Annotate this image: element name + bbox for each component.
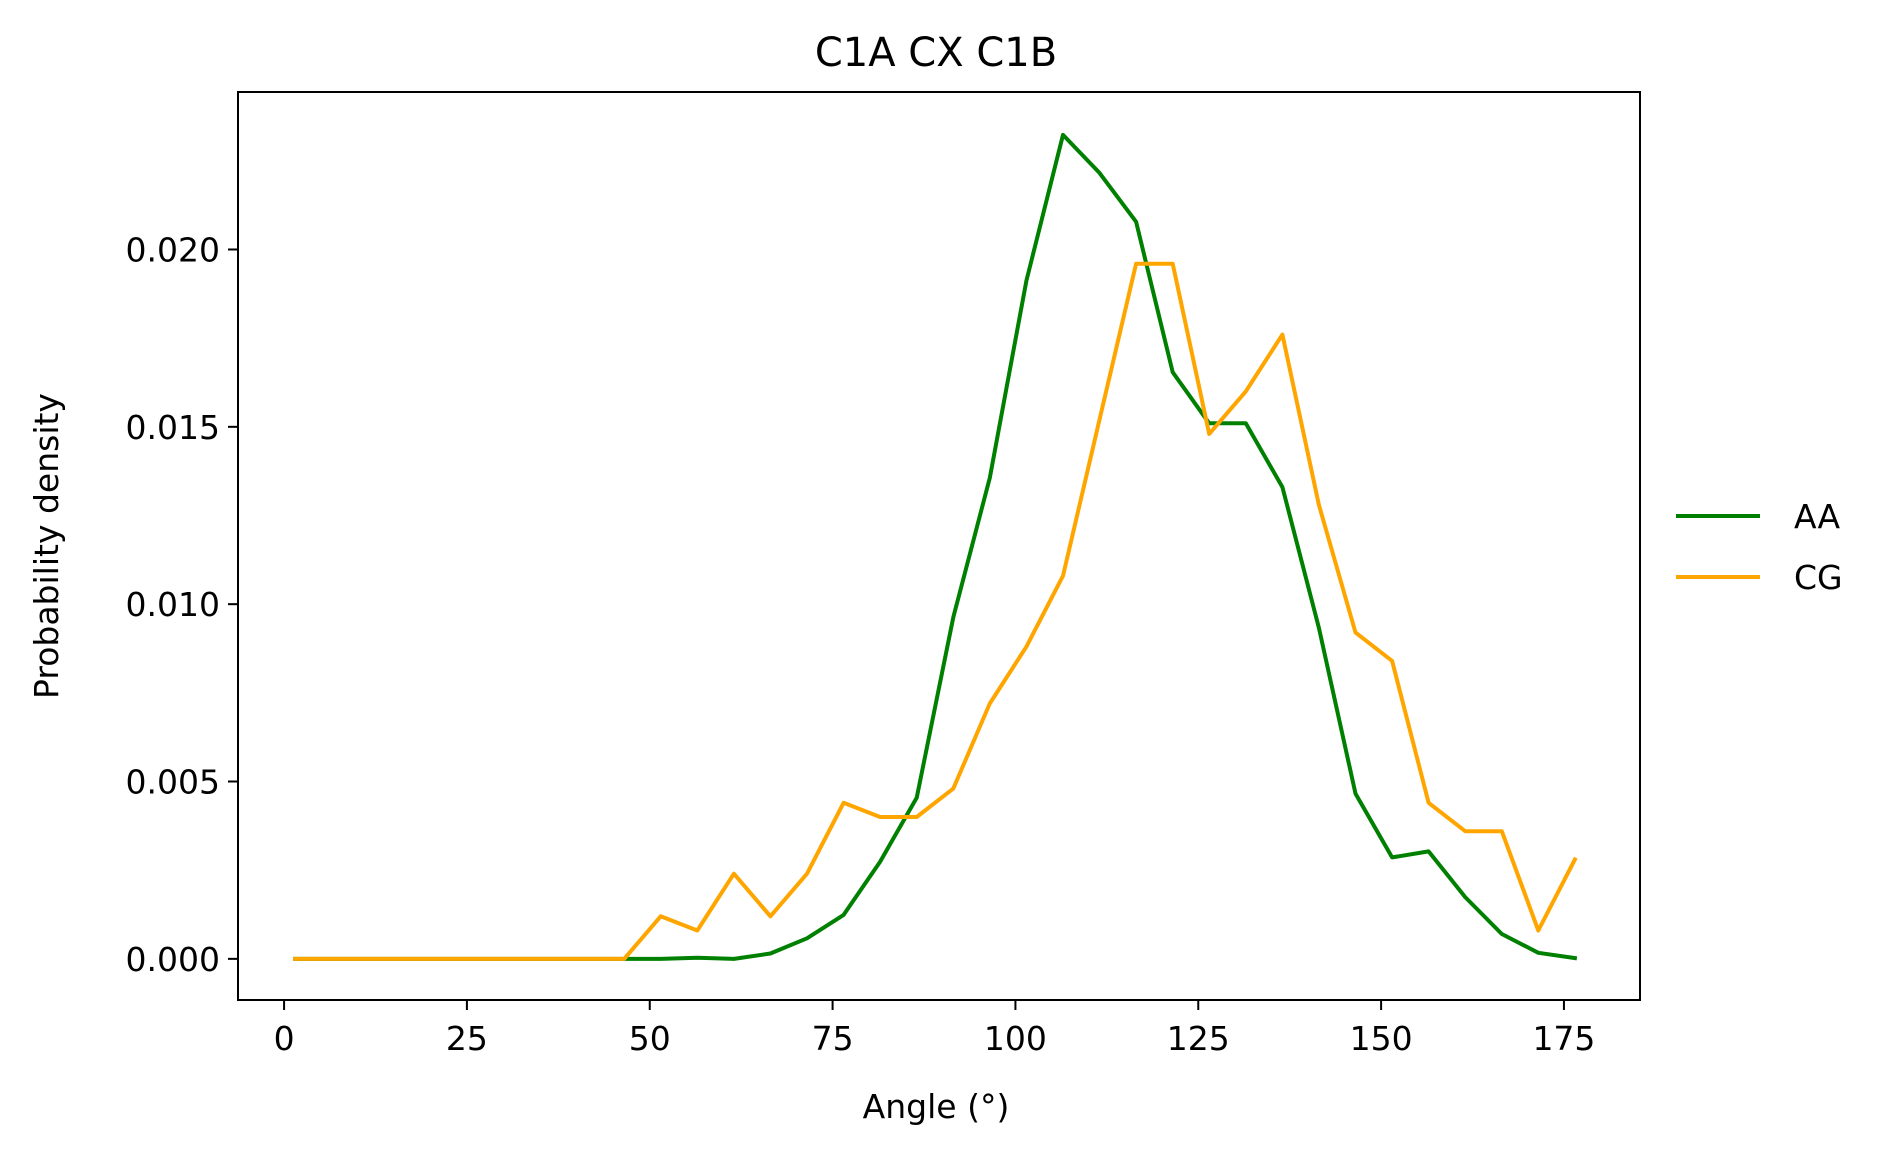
plot-frame — [237, 91, 1641, 1001]
y-tick-label: 0.000 — [126, 940, 220, 979]
y-tick-label: 0.020 — [126, 230, 220, 269]
x-tick-label: 175 — [1532, 1019, 1595, 1058]
x-axis: 0 25 50 75 100 125 150 175 — [274, 1000, 1595, 1058]
plot-area — [293, 132, 1578, 961]
y-tick-label: 0.005 — [126, 763, 220, 802]
legend: AA CG — [1676, 497, 1843, 597]
y-tick-label: 0.010 — [126, 585, 220, 624]
x-tick-label: 100 — [984, 1019, 1047, 1058]
x-axis-title: Angle (°) — [863, 1087, 1010, 1126]
series-line-aa — [293, 132, 1578, 961]
x-tick-label: 125 — [1167, 1019, 1230, 1058]
x-tick-label: 150 — [1350, 1019, 1413, 1058]
y-axis: 0.000 0.005 0.010 0.015 0.020 — [126, 230, 238, 979]
x-tick-label: 75 — [812, 1019, 854, 1058]
series-line-cg — [293, 261, 1578, 961]
chart-title: C1A CX C1B — [815, 30, 1057, 76]
x-tick-label: 25 — [446, 1019, 488, 1058]
y-axis-title: Probability density — [27, 393, 66, 699]
legend-label-cg: CG — [1794, 558, 1843, 597]
y-tick-label: 0.015 — [126, 408, 220, 447]
legend-label-aa: AA — [1794, 497, 1840, 536]
x-tick-label: 50 — [629, 1019, 671, 1058]
x-tick-label: 0 — [274, 1019, 295, 1058]
